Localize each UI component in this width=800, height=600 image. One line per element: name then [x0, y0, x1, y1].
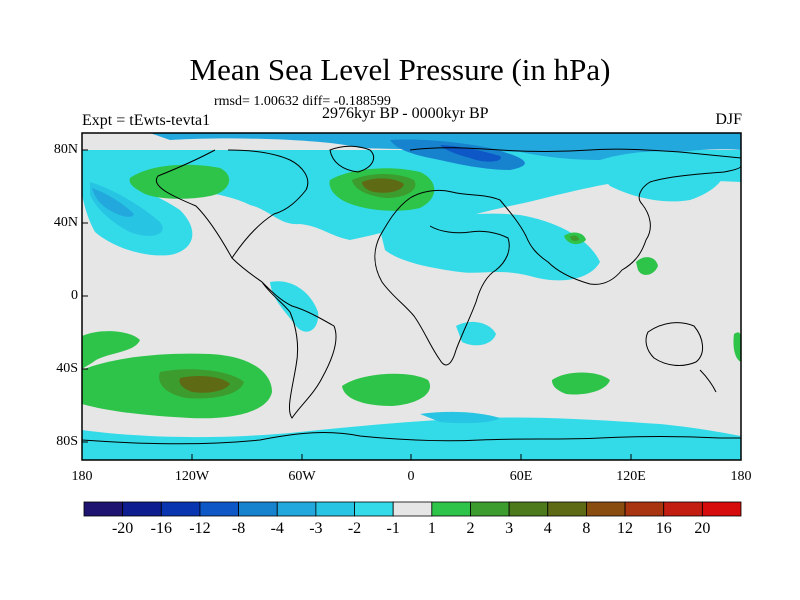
eurasia-low — [380, 213, 600, 281]
southern-ocean-low-inner — [420, 411, 500, 424]
colorbar-label: 1 — [427, 520, 436, 537]
colorbar-label: -16 — [150, 520, 172, 537]
colorbar-swatch — [586, 501, 626, 517]
colorbar-swatch — [160, 501, 201, 517]
north-pacific-low-core — [92, 188, 134, 217]
lat-label-40n: 40N — [53, 215, 78, 230]
colorbar-label: -12 — [189, 520, 211, 537]
arctic-core-low-deep — [440, 145, 501, 162]
period-label: 2976kyr BP - 0000kyr BP — [322, 105, 489, 122]
south-pacific-high-west — [82, 331, 140, 370]
colorbar-label: -8 — [231, 520, 246, 537]
lon-label-120w: 120W — [174, 469, 210, 484]
north-pacific-high — [129, 164, 230, 199]
season-label: DJF — [715, 111, 742, 128]
stats-text: rmsd= 1.00632 diff= -0.188599 — [214, 94, 391, 109]
colorbar-label: 3 — [505, 520, 514, 537]
colorbar-label: 4 — [543, 520, 552, 537]
colorbar-swatch — [663, 501, 703, 517]
lat-label-40s: 40S — [56, 361, 78, 376]
colorbar-swatch — [238, 501, 278, 517]
colorbar — [83, 501, 742, 517]
pressure-anomaly-field — [82, 133, 741, 460]
experiment-label: Expt = tEwts-tevta1 — [82, 112, 211, 129]
colorbar-swatch — [83, 501, 124, 517]
indian-ocean-high — [552, 372, 610, 395]
colorbar-swatch — [392, 501, 433, 517]
indian-ocean-low — [456, 321, 496, 346]
lat-label-0: 0 — [71, 288, 78, 303]
lat-label-80n: 80N — [53, 142, 78, 157]
colorbar-label: 12 — [617, 520, 634, 537]
asia-high-small-core — [570, 235, 579, 241]
siberia-low — [599, 151, 726, 202]
colorbar-label: -3 — [309, 520, 323, 537]
colorbar-swatch — [315, 501, 355, 517]
colorbar-label: 16 — [655, 520, 672, 537]
west-pacific-high — [636, 257, 658, 275]
colorbar-swatch — [199, 501, 239, 517]
colorbar-label: -20 — [111, 520, 134, 537]
colorbar-swatch — [624, 501, 665, 517]
colorbar-swatch — [508, 501, 549, 517]
colorbar-swatch — [354, 501, 394, 517]
colorbar-label: -1 — [386, 520, 400, 537]
axis-ticks — [82, 149, 632, 460]
colorbar-label: 8 — [582, 520, 591, 537]
lon-label-60e: 60E — [509, 469, 533, 484]
lon-label-0: 0 — [407, 469, 415, 484]
colorbar-label: 20 — [694, 520, 711, 537]
lon-label-60w: 60W — [288, 469, 316, 484]
colorbar-label: -4 — [270, 520, 284, 537]
australia-high — [733, 332, 741, 362]
lat-label-80s: 80S — [56, 434, 78, 449]
south-atlantic-high — [342, 373, 431, 406]
south-pacific-high-core — [179, 376, 230, 393]
colorbar-swatch — [470, 501, 510, 517]
lon-label-120e: 120E — [616, 469, 646, 484]
arctic-core-low — [390, 139, 525, 170]
colorbar-label: 2 — [466, 520, 475, 537]
colorbar-swatch — [431, 501, 471, 517]
colorbar-swatch — [122, 501, 162, 517]
north-atlantic-high-core — [362, 178, 404, 193]
lon-label-180e: 180 — [730, 469, 752, 484]
chart-title: Mean Sea Level Pressure (in hPa) — [189, 52, 611, 87]
colorbar-swatch — [547, 501, 587, 517]
lon-label-180w: 180 — [71, 469, 93, 484]
colorbar-swatch — [276, 501, 317, 517]
coastlines — [82, 145, 741, 445]
colorbar-label: -2 — [347, 520, 362, 537]
colorbar-swatch — [701, 501, 742, 517]
southern-ocean-low — [82, 417, 741, 460]
